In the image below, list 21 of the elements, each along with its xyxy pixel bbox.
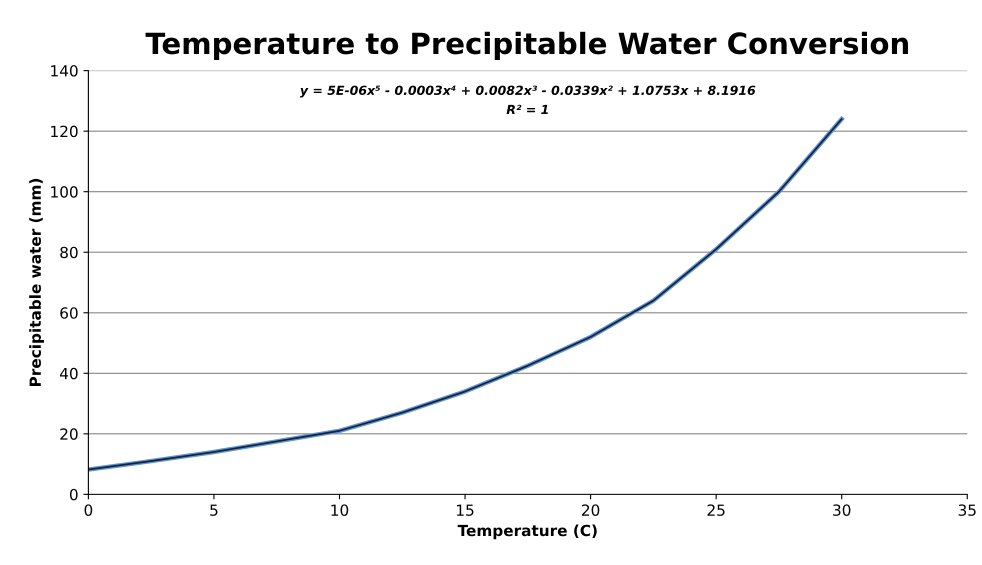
x-tick-label: 10 (331, 504, 348, 516)
x-tick-label: 30 (833, 504, 850, 516)
y-tick-label: 120 (51, 126, 78, 138)
x-tick-label: 35 (958, 504, 976, 516)
x-axis-title: Temperature (C) (458, 524, 597, 540)
x-tick-label: 0 (84, 504, 92, 516)
x-tick-label: 25 (708, 504, 725, 516)
chart-title: Temperature to Precipitable Water Conversion (146, 32, 908, 60)
y-tick-label: 40 (60, 368, 78, 380)
annotation: R² = 1 (506, 104, 548, 114)
y-tick-label: 140 (51, 65, 78, 77)
x-tick-label: 20 (582, 504, 600, 516)
y-tick-label: 0 (70, 488, 78, 500)
annotation: y = 5E-06x⁵ - 0.0003x⁴ + 0.0082x³ - 0.0339x² + 1.0753x + 8.1916 (300, 86, 756, 98)
y-tick-label: 60 (60, 307, 78, 319)
y-tick-label: 20 (60, 428, 78, 440)
y-tick-label: 100 (51, 186, 78, 198)
x-tick-label: 15 (457, 504, 474, 516)
y-tick-label: 80 (60, 246, 78, 258)
x-tick-label: 5 (210, 504, 218, 516)
y-axis-title: Precipitable water (mm) (29, 178, 44, 386)
